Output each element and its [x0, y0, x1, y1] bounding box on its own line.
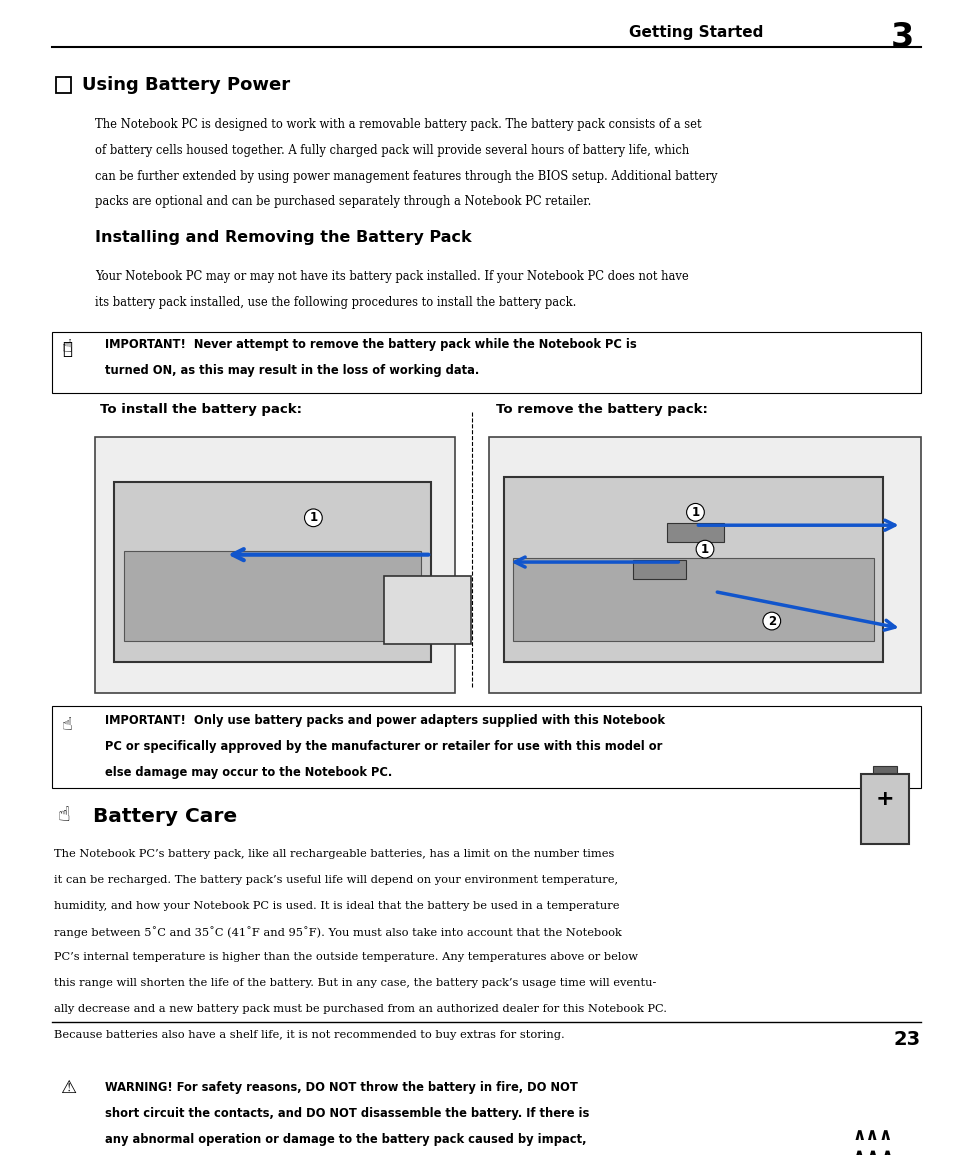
Bar — [633, 560, 685, 579]
Text: humidity, and how your Notebook PC is used. It is ideal that the battery be used: humidity, and how your Notebook PC is us… — [54, 901, 619, 911]
Text: Because batteries also have a shelf life, it is not recommended to buy extras fo: Because batteries also have a shelf life… — [54, 1030, 564, 1040]
Text: packs are optional and can be purchased separately through a Notebook PC retaile: packs are optional and can be purchased … — [95, 195, 591, 208]
Bar — [666, 523, 723, 542]
Bar — [861, 774, 908, 844]
Text: short circuit the contacts, and DO NOT disassemble the battery. If there is: short circuit the contacts, and DO NOT d… — [105, 1106, 589, 1119]
Text: any abnormal operation or damage to the battery pack caused by impact,: any abnormal operation or damage to the … — [105, 1133, 586, 1146]
Text: turned ON, as this may result in the loss of working data.: turned ON, as this may result in the los… — [105, 364, 478, 377]
Text: Your Notebook PC may or may not have its battery pack installed. If your Noteboo: Your Notebook PC may or may not have its… — [95, 270, 688, 283]
Text: WARNING! For safety reasons, DO NOT throw the battery in fire, DO NOT: WARNING! For safety reasons, DO NOT thro… — [105, 1081, 578, 1094]
Text: The Notebook PC is designed to work with a removable battery pack. The battery p: The Notebook PC is designed to work with… — [95, 118, 701, 131]
Text: else damage may occur to the Notebook PC.: else damage may occur to the Notebook PC… — [105, 766, 392, 778]
Bar — [52, 331, 920, 393]
Text: PC’s internal temperature is higher than the outside temperature. Any temperatur: PC’s internal temperature is higher than… — [54, 953, 638, 962]
Text: 23: 23 — [893, 1030, 920, 1050]
Bar — [114, 483, 431, 662]
Bar — [52, 706, 920, 788]
Text: To install the battery pack:: To install the battery pack: — [100, 403, 302, 417]
Bar — [513, 558, 873, 641]
Bar — [52, 1071, 839, 1155]
Text: 1: 1 — [309, 512, 317, 524]
Text: Installing and Removing the Battery Pack: Installing and Removing the Battery Pack — [95, 230, 472, 245]
Text: ∧∧∧: ∧∧∧ — [852, 1126, 892, 1145]
Text: +: + — [875, 789, 894, 808]
Text: ☝: ☝ — [62, 716, 73, 735]
Text: ☝: ☝ — [62, 338, 73, 356]
Text: 2: 2 — [767, 614, 775, 627]
Bar — [872, 766, 896, 774]
Text: its battery pack installed, use the following procedures to install the battery : its battery pack installed, use the foll… — [95, 296, 577, 308]
Text: The Notebook PC’s battery pack, like all rechargeable batteries, has a limit on : The Notebook PC’s battery pack, like all… — [54, 849, 614, 859]
Text: To remove the battery pack:: To remove the battery pack: — [496, 403, 707, 417]
Text: PC or specifically approved by the manufacturer or retailer for use with this mo: PC or specifically approved by the manuf… — [105, 740, 661, 753]
Text: Using Battery Power: Using Battery Power — [82, 76, 290, 94]
Bar — [383, 575, 470, 643]
Text: this range will shorten the life of the battery. But in any case, the battery pa: this range will shorten the life of the … — [54, 978, 656, 989]
Text: ∧∧∧: ∧∧∧ — [850, 1147, 894, 1155]
Text: of battery cells housed together. A fully charged pack will provide several hour: of battery cells housed together. A full… — [95, 144, 689, 157]
Text: 1: 1 — [691, 506, 699, 519]
Text: 1: 1 — [700, 543, 708, 556]
Bar — [56, 77, 71, 92]
Bar — [124, 551, 421, 641]
Bar — [503, 477, 882, 662]
Text: ⚠: ⚠ — [60, 1079, 76, 1097]
Text: range between 5˚C and 35˚C (41˚F and 95˚F). You must also take into account that: range between 5˚C and 35˚C (41˚F and 95˚… — [54, 926, 621, 938]
Text: ally decrease and a new battery pack must be purchased from an authorized dealer: ally decrease and a new battery pack mus… — [54, 1004, 667, 1014]
Text: Battery Care: Battery Care — [92, 807, 236, 826]
Text: Getting Started: Getting Started — [628, 25, 762, 40]
Text: it can be recharged. The battery pack’s useful life will depend on your environm: it can be recharged. The battery pack’s … — [54, 875, 618, 885]
Text: 👋: 👋 — [62, 341, 71, 358]
Text: IMPORTANT!  Never attempt to remove the battery pack while the Notebook PC is: IMPORTANT! Never attempt to remove the b… — [105, 338, 636, 351]
Text: ☝: ☝ — [57, 805, 70, 825]
Text: 3: 3 — [890, 21, 913, 54]
Text: can be further extended by using power management features through the BIOS setu: can be further extended by using power m… — [95, 170, 718, 182]
Bar — [95, 438, 455, 693]
Bar — [489, 438, 920, 693]
Text: IMPORTANT!  Only use battery packs and power adapters supplied with this Noteboo: IMPORTANT! Only use battery packs and po… — [105, 714, 664, 728]
